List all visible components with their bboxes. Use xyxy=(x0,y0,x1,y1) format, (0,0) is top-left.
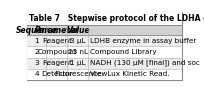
Text: 1 μL: 1 μL xyxy=(70,60,85,66)
Bar xyxy=(27,69,182,80)
Text: Compound: Compound xyxy=(37,49,76,55)
Text: Fluorescence: Fluorescence xyxy=(54,71,102,77)
Text: Reagent: Reagent xyxy=(42,38,72,44)
Text: 3: 3 xyxy=(34,60,39,66)
Text: Compound Library: Compound Library xyxy=(90,49,156,55)
Bar xyxy=(27,25,182,35)
Bar xyxy=(27,35,182,47)
Text: 2: 2 xyxy=(34,49,39,55)
Text: Reagent: Reagent xyxy=(42,60,72,66)
Bar xyxy=(27,12,182,25)
Text: 1: 1 xyxy=(34,38,39,44)
Text: Parameter: Parameter xyxy=(34,25,79,34)
Text: 3 μL: 3 μL xyxy=(70,38,85,44)
Text: Table 7   Stepwise protocol of the LDHA counterscreen in 1536-well format.: Table 7 Stepwise protocol of the LDHA co… xyxy=(29,14,204,23)
Text: 23 nL: 23 nL xyxy=(68,49,88,55)
Text: 4: 4 xyxy=(34,71,39,77)
Text: LDHB enzyme in assay buffer: LDHB enzyme in assay buffer xyxy=(90,38,196,44)
Text: ViewLux Kinetic Read.: ViewLux Kinetic Read. xyxy=(90,71,169,77)
Text: Value: Value xyxy=(66,25,90,34)
Text: Detector: Detector xyxy=(41,71,73,77)
Bar xyxy=(27,58,182,69)
Text: NADH (130 μM [final]) and soc: NADH (130 μM [final]) and soc xyxy=(90,60,200,66)
Text: Sequence: Sequence xyxy=(16,25,58,34)
Bar xyxy=(27,47,182,58)
